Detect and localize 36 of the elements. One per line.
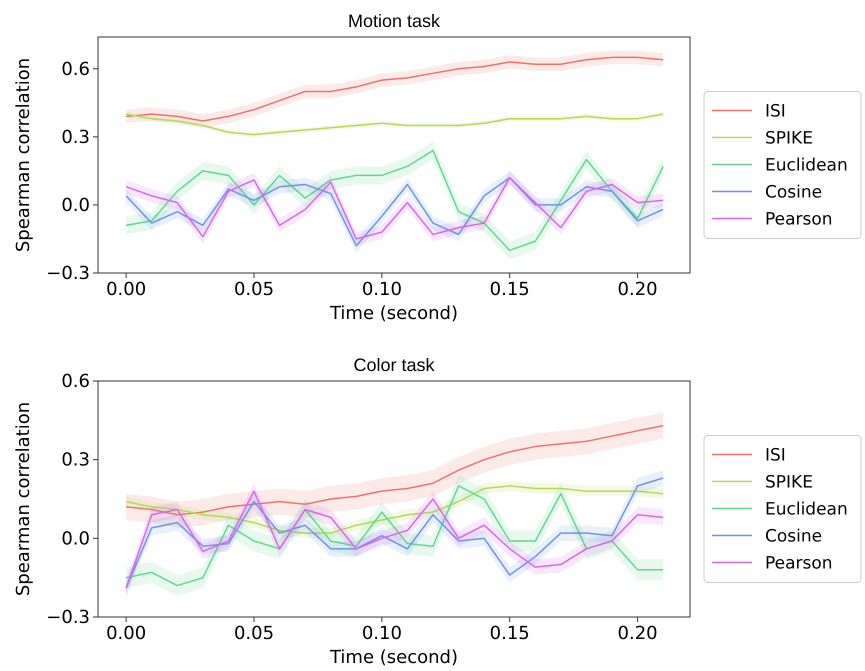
legend-label: Cosine <box>765 526 822 546</box>
legend-label: Cosine <box>765 182 822 202</box>
y-axis-title: Spearman correlation <box>13 402 34 596</box>
y-axis-title: Spearman correlation <box>13 58 34 252</box>
y-tick-label: 0.0 <box>61 528 90 550</box>
legend-label: ISI <box>765 102 786 122</box>
x-tick-label: 0.10 <box>362 279 402 300</box>
legend-label: Pearson <box>765 210 833 230</box>
x-tick-label: 0.00 <box>106 279 146 300</box>
line-series <box>125 424 664 516</box>
y-tick-label: 0.6 <box>61 371 90 392</box>
legend-label: ISI <box>765 446 786 466</box>
y-tick-label: 0.6 <box>61 58 90 80</box>
x-tick-label: 0.15 <box>490 623 530 644</box>
y-tick-label: 0.3 <box>61 450 90 471</box>
legend-label: SPIKE <box>765 472 813 492</box>
x-tick-label: 0.05 <box>234 279 274 300</box>
x-tick-label: 0.20 <box>618 623 658 644</box>
y-tick-label: 0.0 <box>61 194 90 216</box>
legend-label: Euclidean <box>765 156 848 176</box>
x-tick-label: 0.20 <box>618 279 658 300</box>
chart-title: Motion task <box>348 11 442 31</box>
x-tick-label: 0.00 <box>106 623 146 644</box>
x-tick-label: 0.15 <box>490 279 530 300</box>
x-axis-title: Time (second) <box>328 647 458 668</box>
y-tick-label: 0.3 <box>61 126 90 148</box>
chart-title: Color task <box>353 355 436 375</box>
y-tick-label: −0.3 <box>46 263 90 284</box>
legend-label: Pearson <box>765 554 833 574</box>
legend-label: SPIKE <box>765 128 813 148</box>
legend-label: Euclidean <box>765 500 848 520</box>
y-tick-label: −0.3 <box>46 607 90 628</box>
x-tick-label: 0.05 <box>234 623 274 644</box>
x-axis-title: Time (second) <box>328 303 458 324</box>
x-tick-label: 0.10 <box>362 623 402 644</box>
line-series <box>125 56 664 122</box>
